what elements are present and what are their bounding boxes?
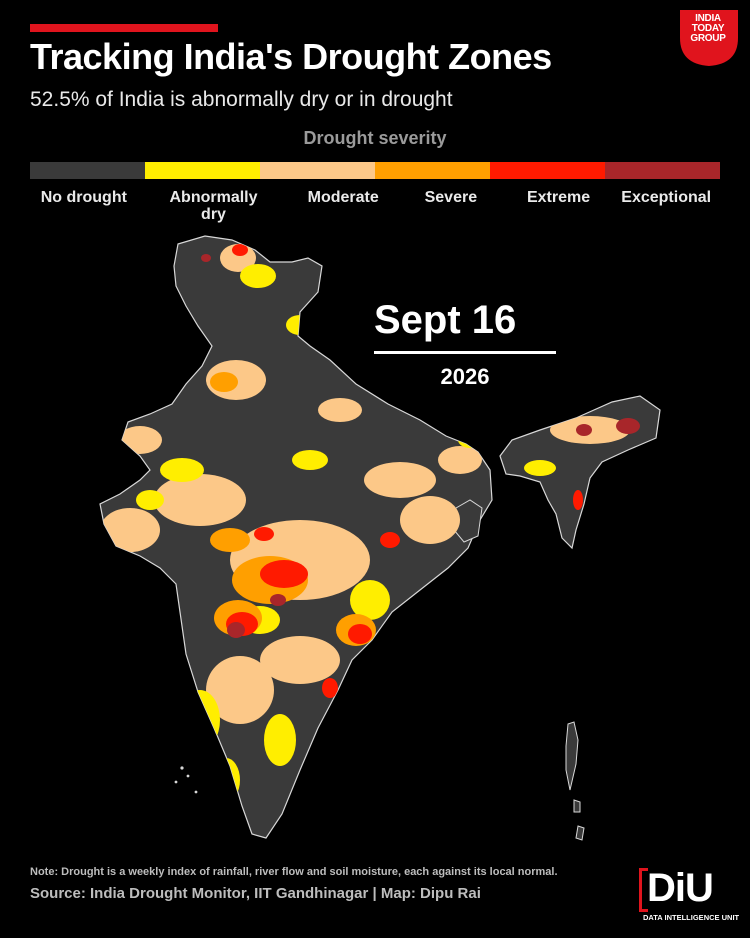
legend-label-moderate: Moderate <box>307 189 379 206</box>
legend-labels: No drought Abnormally dry Moderate Sever… <box>30 189 720 223</box>
legend-swatch-severe <box>375 162 490 179</box>
legend-swatch-abnormally-dry <box>145 162 260 179</box>
diu-logo: DiU DATA INTELLIGENCE UNIT <box>639 866 740 928</box>
moderate-patches <box>100 244 630 724</box>
page-title: Tracking India's Drought Zones <box>30 36 552 77</box>
legend-title: Drought severity <box>303 128 447 148</box>
lakshadweep-islands <box>174 766 198 794</box>
legend-label-abnormally-dry: Abnormally dry <box>169 189 258 223</box>
andaman-nicobar-islands <box>565 721 585 841</box>
legend-color-bar <box>30 162 720 179</box>
legend-label-extreme: Extreme <box>526 189 591 206</box>
title-accent-bar <box>30 24 218 32</box>
diu-mark: DiU <box>647 866 714 910</box>
india-today-group-logo: INDIA TODAY GROUP <box>678 8 740 68</box>
legend-label-severe: Severe <box>424 189 478 206</box>
year-label: 2026 <box>440 364 490 389</box>
legend-swatch-no-drought <box>30 162 145 179</box>
logo-line-3: GROUP <box>690 33 726 44</box>
date-label: Sept 16 <box>374 298 517 342</box>
legend-label-no-drought: No drought <box>40 189 127 206</box>
legend-swatch-extreme <box>490 162 605 179</box>
footnote: Note: Drought is a weekly index of rainf… <box>30 866 558 878</box>
date-divider <box>374 351 556 354</box>
legend-swatch-exceptional <box>605 162 720 179</box>
source-credit: Source: India Drought Monitor, IIT Gandh… <box>30 885 481 902</box>
page-subtitle: 52.5% of India is abnormally dry or in d… <box>30 88 453 111</box>
exceptional-patches <box>201 254 640 638</box>
diu-caption: DATA INTELLIGENCE UNIT <box>643 913 740 922</box>
india-drought-map <box>99 235 661 841</box>
logo-line-1: INDIA <box>695 13 721 24</box>
logo-line-2: TODAY <box>691 23 725 34</box>
diu-bracket-icon <box>639 868 648 912</box>
legend-swatch-moderate <box>260 162 375 179</box>
legend-label-exceptional: Exceptional <box>621 189 712 206</box>
logo-badge-shape <box>680 10 738 66</box>
